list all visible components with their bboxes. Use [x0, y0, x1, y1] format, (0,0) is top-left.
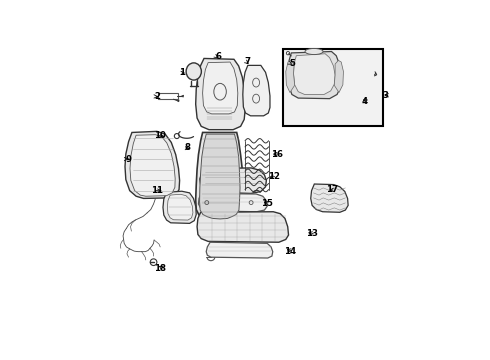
Polygon shape	[196, 132, 243, 221]
Text: 5: 5	[289, 59, 295, 68]
Polygon shape	[243, 66, 270, 116]
Text: 15: 15	[261, 199, 273, 208]
Ellipse shape	[186, 63, 201, 80]
Polygon shape	[206, 242, 273, 258]
Text: 2: 2	[154, 92, 160, 101]
Text: 6: 6	[216, 52, 221, 61]
Polygon shape	[199, 134, 240, 219]
Ellipse shape	[305, 49, 323, 55]
Text: 10: 10	[154, 131, 166, 140]
Text: 18: 18	[154, 264, 166, 273]
Text: 13: 13	[306, 229, 318, 238]
Polygon shape	[125, 131, 180, 198]
Text: 11: 11	[151, 186, 164, 195]
Polygon shape	[163, 191, 196, 223]
Text: 3: 3	[383, 91, 389, 100]
Text: 9: 9	[125, 154, 132, 163]
Text: 17: 17	[326, 185, 338, 194]
Polygon shape	[311, 184, 348, 212]
Polygon shape	[197, 212, 289, 242]
Text: 16: 16	[270, 150, 283, 158]
Text: 12: 12	[268, 172, 280, 181]
Text: 7: 7	[245, 57, 251, 66]
Text: 8: 8	[185, 144, 191, 153]
Polygon shape	[196, 58, 245, 130]
Polygon shape	[200, 168, 267, 193]
Polygon shape	[203, 62, 238, 114]
Polygon shape	[294, 54, 335, 94]
Polygon shape	[168, 194, 193, 220]
Text: 4: 4	[361, 97, 368, 106]
Polygon shape	[288, 51, 341, 99]
Text: 1: 1	[179, 68, 185, 77]
Polygon shape	[334, 60, 343, 93]
Text: 14: 14	[284, 247, 296, 256]
Polygon shape	[130, 135, 175, 196]
Polygon shape	[198, 193, 267, 212]
FancyBboxPatch shape	[283, 49, 383, 126]
Polygon shape	[286, 60, 294, 93]
